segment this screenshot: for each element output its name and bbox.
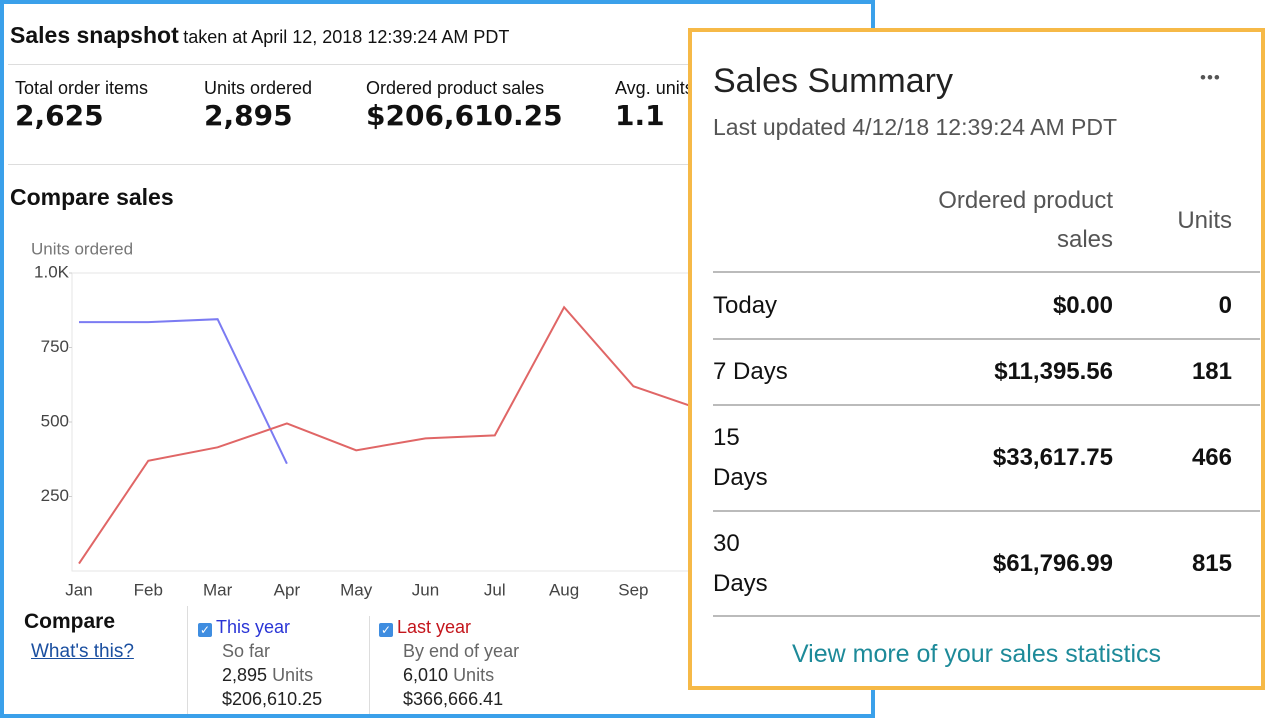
table-cell: 7 Days (713, 358, 788, 385)
units: 2,895 (222, 665, 268, 685)
table-cell: $11,395.56 (994, 358, 1113, 385)
table-cell: 30 Days (713, 529, 768, 597)
sales-summary-panel: Sales Summary ••• Last updated 4/12/18 1… (688, 28, 1265, 690)
divider (187, 606, 188, 714)
table-header: Ordered product sales Units (713, 179, 1260, 273)
x-tick-label: Jun (412, 580, 439, 599)
metric: Total order items 2,625 (15, 78, 148, 132)
sales: $366,666.41 (403, 689, 504, 709)
compare-title: Compare (24, 610, 116, 633)
x-tick-label: Apr (274, 580, 301, 599)
table-cell: 466 (1191, 444, 1232, 471)
table-row: 15 Days $33,617.75 466 (713, 406, 1260, 512)
table-row: Today $0.00 0 (713, 273, 1260, 340)
metric: Avg. units 1.1 (615, 78, 694, 132)
x-tick-label: May (340, 580, 373, 599)
y-tick-label: 750 (41, 337, 69, 356)
compare-item: ✓ Last year By end of year 6,010 Units $3… (379, 615, 519, 711)
x-tick-label: Sep (618, 580, 648, 599)
x-tick-label: Aug (549, 580, 579, 599)
divider (369, 616, 370, 714)
summary-title: Sales Summary (713, 62, 953, 100)
sales: $206,610.25 (222, 689, 323, 709)
table-cell: 815 (1191, 549, 1232, 577)
table-cell: 181 (1191, 358, 1232, 385)
y-axis-label: Units ordered (31, 239, 133, 258)
metric-value: 1.1 (615, 99, 665, 132)
divider (8, 64, 698, 65)
view-more-link[interactable]: View more of your sales statistics (791, 640, 1162, 668)
metric-label: Units ordered (204, 78, 313, 98)
series-line (78, 305, 704, 565)
x-tick-label: Feb (134, 580, 163, 599)
series-name: This year (216, 617, 291, 637)
table-cell: 15 Days (713, 424, 768, 491)
y-tick-label: 1.0K (34, 262, 70, 281)
series-name: Last year (397, 617, 472, 637)
units-label: Units (272, 665, 314, 685)
snapshot-subtitle: taken at April 12, 2018 12:39:24 AM PDT (183, 27, 510, 47)
metric-value: 2,895 (204, 99, 293, 132)
menu-button[interactable]: ••• (1200, 68, 1221, 87)
units-label: Units (453, 665, 495, 685)
table-cell: $0.00 (1052, 291, 1113, 319)
x-tick-label: Jan (65, 580, 92, 599)
checkbox[interactable]: ✓ (379, 623, 393, 637)
summary-updated: Last updated 4/12/18 12:39:24 AM PDT (713, 114, 1118, 140)
checkbox[interactable]: ✓ (198, 623, 212, 637)
section-title: Compare sales (10, 184, 174, 210)
period: So far (222, 641, 271, 661)
x-tick-label: Jul (484, 580, 506, 599)
table-cell: 0 (1218, 291, 1232, 319)
period: By end of year (403, 641, 520, 661)
table-row: 7 Days $11,395.56 181 (713, 340, 1260, 406)
series-line (79, 318, 288, 465)
metric-label: Avg. units (615, 78, 694, 98)
x-tick-label: Mar (203, 580, 233, 599)
metric-label: Ordered product sales (366, 78, 545, 98)
y-tick-label: 500 (41, 411, 69, 430)
snapshot-title: Sales snapshot (10, 22, 179, 48)
snapshot-header: Sales snapshot taken at April 12, 2018 1… (10, 22, 509, 49)
metric: Units ordered 2,895 (204, 78, 312, 132)
table-cell: Today (713, 291, 778, 319)
metric-value: $206,610.25 (366, 99, 563, 132)
compare-item: ✓ This year So far 2,895 Units $206,610.2… (198, 615, 322, 711)
divider (8, 164, 871, 165)
table-row: 30 Days $61,796.99 815 (713, 512, 1260, 617)
metric-label: Total order items (15, 78, 149, 98)
units: 6,010 (403, 665, 449, 685)
column-header: Ordered product sales (938, 187, 1113, 253)
y-tick-label: 250 (41, 486, 69, 505)
column-header: Units (1177, 207, 1232, 234)
whats-this-link[interactable]: What's this? (31, 641, 134, 662)
table-cell: $33,617.75 (992, 444, 1113, 471)
table-cell: $61,796.99 (992, 549, 1113, 577)
metric-value: 2,625 (15, 99, 104, 132)
metric: Ordered product sales $206,610.25 (366, 78, 563, 132)
